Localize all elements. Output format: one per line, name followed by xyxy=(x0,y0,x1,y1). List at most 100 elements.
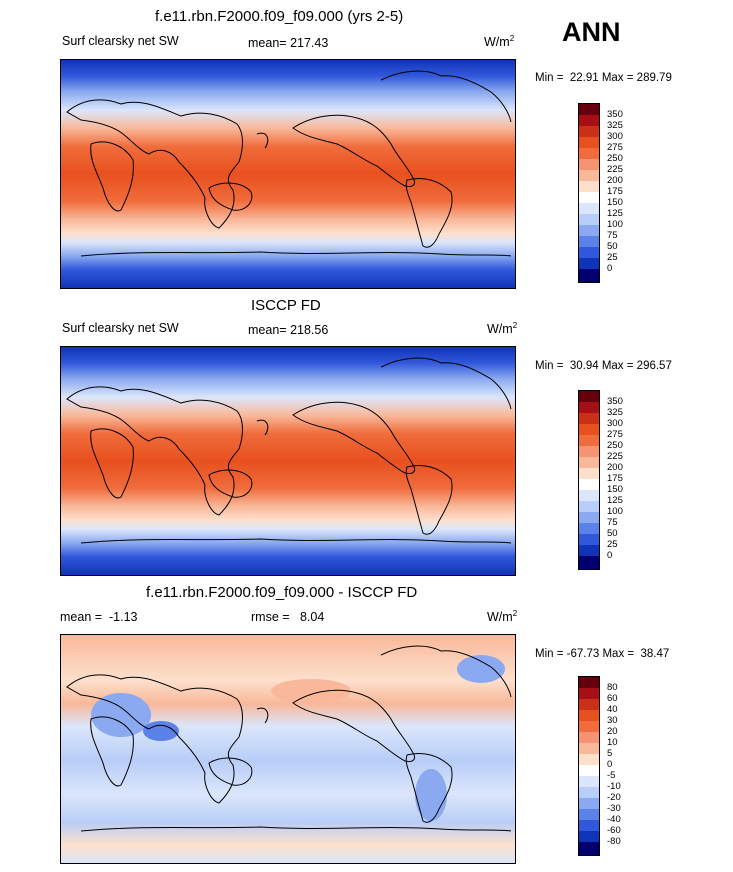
colorbar-swatch xyxy=(579,126,599,137)
colorbar-swatch xyxy=(579,225,599,236)
colorbar-swatch xyxy=(579,214,599,225)
panel1-mean-value: 217.43 xyxy=(290,36,329,50)
panel2-mean-label: mean= xyxy=(248,323,287,337)
colorbar-swatch xyxy=(579,831,599,842)
colorbar-swatch xyxy=(579,269,599,282)
colorbar-tick-label: 275 xyxy=(607,429,623,440)
colorbar-swatch xyxy=(579,159,599,170)
colorbar-swatch xyxy=(579,468,599,479)
colorbar-tick-label: 200 xyxy=(607,462,623,473)
colorbar-swatch xyxy=(579,181,599,192)
colorbar-swatch xyxy=(579,699,599,710)
colorbar-swatch xyxy=(579,787,599,798)
colorbar-tick-label: 225 xyxy=(607,164,623,175)
panel1-title: f.e11.rbn.F2000.f09_f09.000 (yrs 2-5) xyxy=(155,8,404,25)
colorbar-swatch xyxy=(579,435,599,446)
colorbar-swatch xyxy=(579,391,599,402)
colorbar-tick-label: 0 xyxy=(607,550,613,561)
colorbar-tick-label: 50 xyxy=(607,241,618,252)
panel2-mean-value: 218.56 xyxy=(290,323,329,337)
panel1-min-value: 22.91 xyxy=(569,72,599,84)
colorbar-tick-label: 0 xyxy=(607,263,613,274)
panel2-map xyxy=(60,346,516,576)
colorbar-swatch xyxy=(579,820,599,831)
colorbar-tick-label: -60 xyxy=(607,825,621,836)
colorbar-swatch xyxy=(579,523,599,534)
colorbar-tick-label: 40 xyxy=(607,704,618,715)
panel1-map xyxy=(60,59,516,289)
colorbar-tick-label: 50 xyxy=(607,528,618,539)
colorbar-swatch xyxy=(579,148,599,159)
colorbar-swatch xyxy=(579,402,599,413)
panel3-rmse: rmse = 8.04 xyxy=(251,610,324,624)
colorbar-swatch xyxy=(579,258,599,269)
colorbar-swatch xyxy=(579,545,599,556)
colorbar-swatch xyxy=(579,170,599,181)
colorbar-tick-label: 80 xyxy=(607,682,618,693)
colorbar-tick-label: 30 xyxy=(607,715,618,726)
colorbar-tick-label: 300 xyxy=(607,418,623,429)
colorbar-swatch xyxy=(579,809,599,820)
colorbar-tick-label: 175 xyxy=(607,186,623,197)
colorbar-swatch xyxy=(579,424,599,435)
colorbar-tick-label: 300 xyxy=(607,131,623,142)
colorbar-swatch xyxy=(579,765,599,776)
panel1-mean-label: mean= xyxy=(248,36,287,50)
colorbar-tick-label: 275 xyxy=(607,142,623,153)
colorbar-tick-label: 325 xyxy=(607,120,623,131)
colorbar-swatch xyxy=(579,512,599,523)
colorbar-swatch xyxy=(579,457,599,468)
colorbar-tick-label: 75 xyxy=(607,517,618,528)
colorbar-tick-label: 5 xyxy=(607,748,613,759)
colorbar-swatch xyxy=(579,677,599,688)
colorbar-swatch xyxy=(579,236,599,247)
colorbar-tick-label: 250 xyxy=(607,153,623,164)
panel3-minmax: Min = -67.73 Max = 38.47 xyxy=(535,648,670,660)
panel1-colorbar-strip xyxy=(578,103,600,283)
colorbar-tick-label: 150 xyxy=(607,484,623,495)
colorbar-tick-label: -40 xyxy=(607,814,621,825)
colorbar-tick-label: 350 xyxy=(607,109,623,120)
panel3-title: f.e11.rbn.F2000.f09_f09.000 - ISCCP FD xyxy=(146,584,418,601)
colorbar-swatch xyxy=(579,104,599,115)
panel2-mean: mean= 218.56 xyxy=(248,323,328,337)
panel3-rmse-label: rmse = xyxy=(251,610,290,624)
colorbar-tick-label: 200 xyxy=(607,175,623,186)
colorbar-swatch xyxy=(579,754,599,765)
colorbar-swatch xyxy=(579,710,599,721)
colorbar-tick-label: -30 xyxy=(607,803,621,814)
panel2-colorbar: 350 325 300 275 250 225 200 175 150 125 … xyxy=(578,390,658,570)
panel3-max-value: 38.47 xyxy=(640,648,670,660)
colorbar-tick-label: 0 xyxy=(607,759,613,770)
colorbar-swatch xyxy=(579,479,599,490)
colorbar-tick-label: 125 xyxy=(607,495,623,506)
panel1-colorbar: 350 325 300 275 250 225 200 175 150 125 … xyxy=(578,103,658,283)
panel1-units: W/m2 xyxy=(484,34,515,50)
colorbar-tick-label: 60 xyxy=(607,693,618,704)
panel2-colorbar-strip xyxy=(578,390,600,570)
panel1-mean: mean= 217.43 xyxy=(248,36,328,50)
colorbar-swatch xyxy=(579,192,599,203)
panel3-rmse-value: 8.04 xyxy=(299,610,325,624)
colorbar-tick-label: 250 xyxy=(607,440,623,451)
colorbar-tick-label: 75 xyxy=(607,230,618,241)
colorbar-tick-label: -80 xyxy=(607,836,621,847)
colorbar-swatch xyxy=(579,203,599,214)
colorbar-tick-label: 350 xyxy=(607,396,623,407)
colorbar-swatch xyxy=(579,842,599,855)
colorbar-tick-label: 175 xyxy=(607,473,623,484)
panel3-units: W/m2 xyxy=(487,609,518,625)
panel1-minmax: Min = 22.91 Max = 289.79 xyxy=(535,72,672,84)
panel1-map-svg xyxy=(61,60,515,288)
panel1-variable: Surf clearsky net SW xyxy=(62,34,179,48)
panel3-colorbar: 80 60 40 30 20 10 5 0 -5 -10 -20 -30 -40… xyxy=(578,676,658,856)
colorbar-swatch xyxy=(579,688,599,699)
colorbar-tick-label: 100 xyxy=(607,506,623,517)
panel2-min-value: 30.94 xyxy=(569,360,599,372)
colorbar-swatch xyxy=(579,413,599,424)
colorbar-tick-label: 10 xyxy=(607,737,618,748)
colorbar-swatch xyxy=(579,743,599,754)
colorbar-tick-label: 25 xyxy=(607,252,618,263)
colorbar-swatch xyxy=(579,137,599,148)
colorbar-swatch xyxy=(579,115,599,126)
